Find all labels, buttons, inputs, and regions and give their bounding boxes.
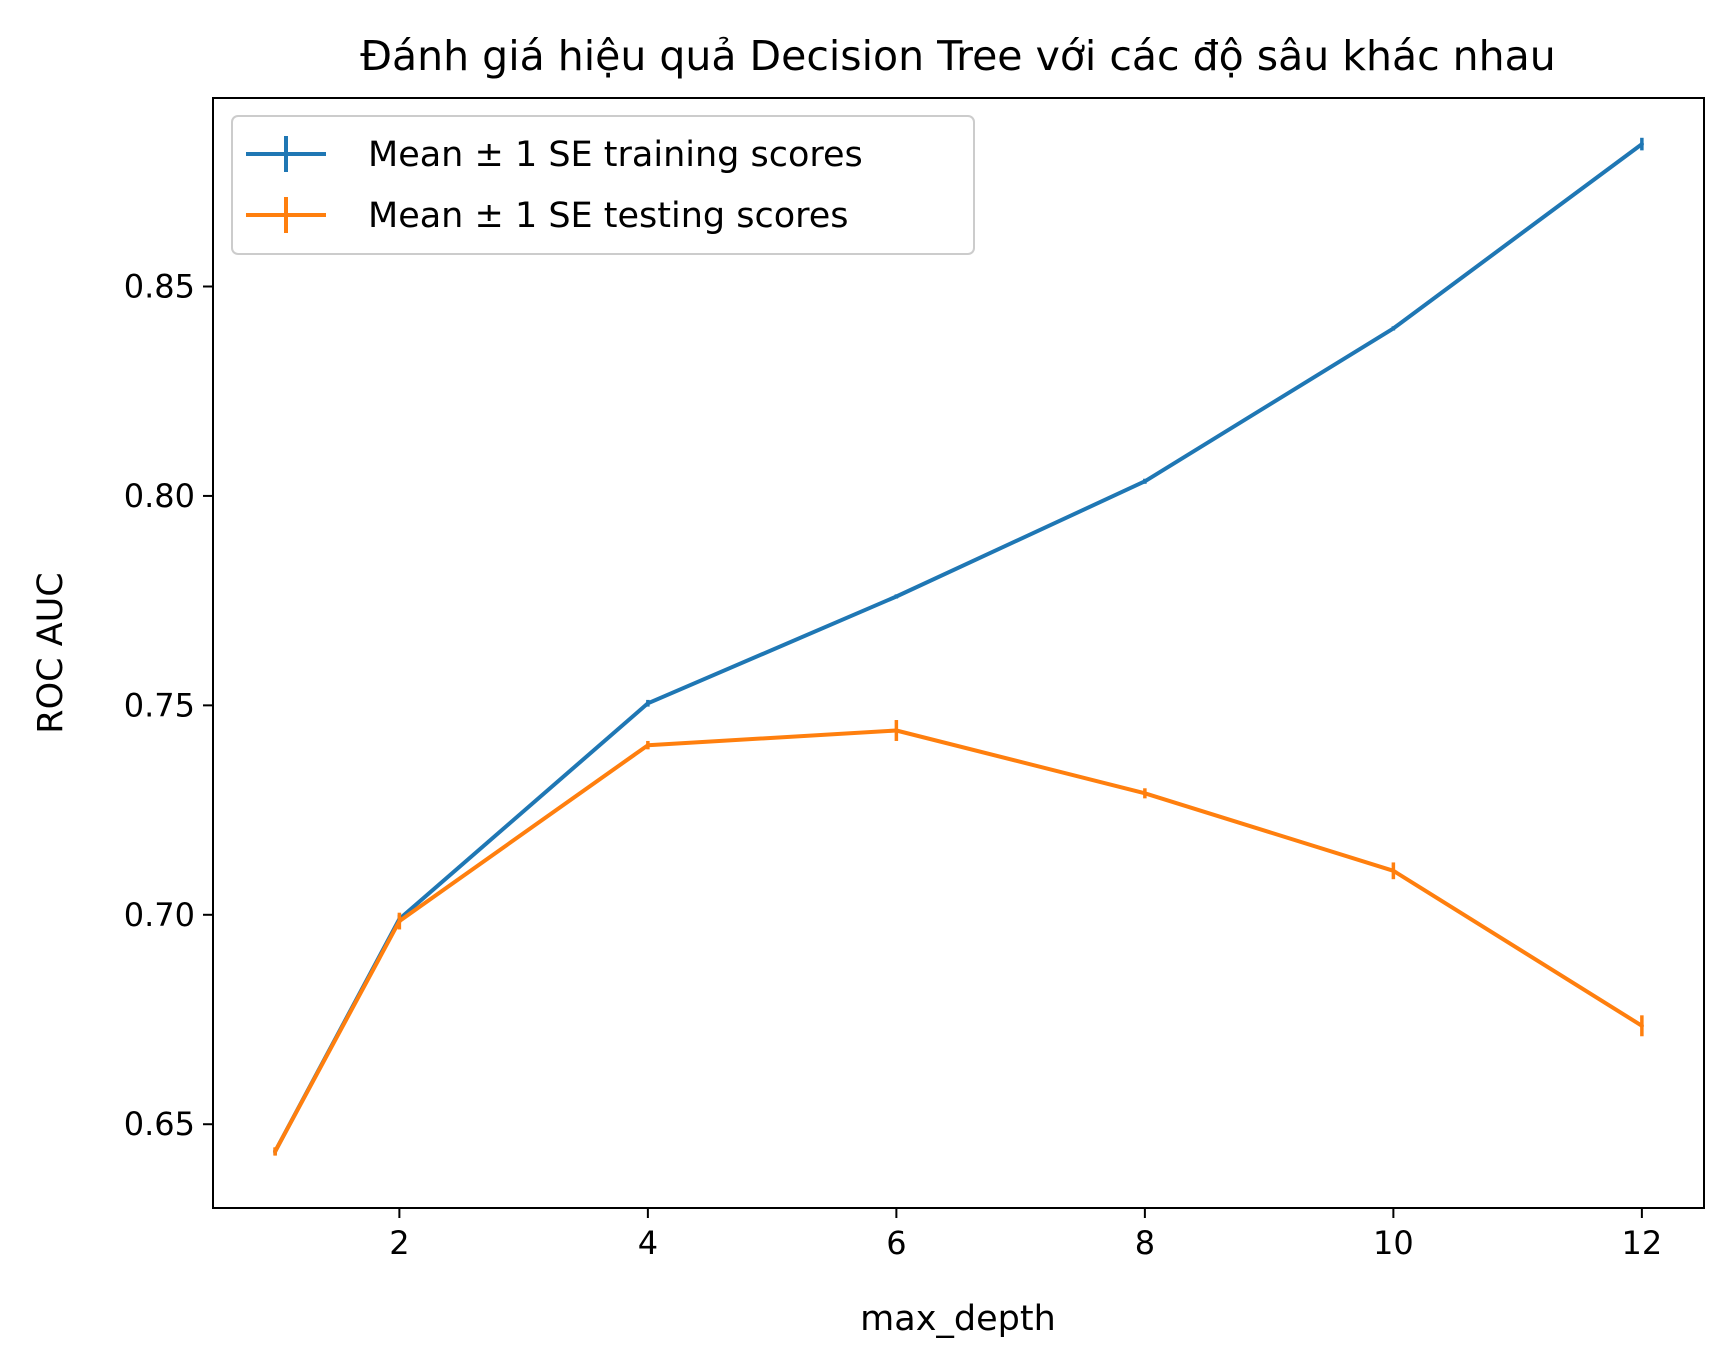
- chart-title: Đánh giá hiệu quả Decision Tree với các …: [360, 32, 1555, 80]
- x-tick-label: 2: [389, 1224, 409, 1262]
- data-point: [1391, 326, 1396, 331]
- legend-label: Mean ± 1 SE training scores: [368, 135, 863, 175]
- x-tick-label: 8: [1135, 1224, 1155, 1262]
- y-tick-label: 0.80: [124, 477, 195, 515]
- y-tick-label: 0.70: [124, 896, 195, 934]
- data-point: [1639, 1023, 1644, 1028]
- x-tick-label: 4: [638, 1224, 658, 1262]
- y-axis: 0.65 0.70 0.75 0.80 0.85: [124, 267, 213, 1143]
- x-tick-label: 6: [886, 1224, 906, 1262]
- data-point: [1639, 142, 1644, 147]
- data-point: [273, 1149, 278, 1154]
- x-axis: 2 4 6 8 10 12: [389, 1208, 1662, 1262]
- y-tick-label: 0.85: [124, 267, 195, 305]
- x-tick-label: 12: [1622, 1224, 1663, 1262]
- series-testing: [273, 720, 1644, 1156]
- y-axis-label: ROC AUC: [31, 572, 71, 733]
- y-tick-label: 0.75: [124, 686, 195, 724]
- data-point: [397, 919, 402, 924]
- data-point: [894, 728, 899, 733]
- legend: Mean ± 1 SE training scores Mean ± 1 SE t…: [231, 115, 975, 255]
- plot-frame: [212, 97, 1705, 1209]
- data-point: [1391, 868, 1396, 873]
- data-point: [645, 701, 650, 706]
- data-point: [645, 743, 650, 748]
- y-tick-label: 0.65: [124, 1105, 195, 1143]
- data-point: [1142, 791, 1147, 796]
- x-tick-label: 10: [1373, 1224, 1414, 1262]
- legend-label: Mean ± 1 SE testing scores: [368, 196, 849, 236]
- legend-box: [231, 115, 975, 255]
- plot-area: [273, 137, 1644, 1156]
- data-point: [894, 594, 899, 599]
- data-point: [1142, 479, 1147, 484]
- x-axis-label: max_depth: [860, 1299, 1056, 1339]
